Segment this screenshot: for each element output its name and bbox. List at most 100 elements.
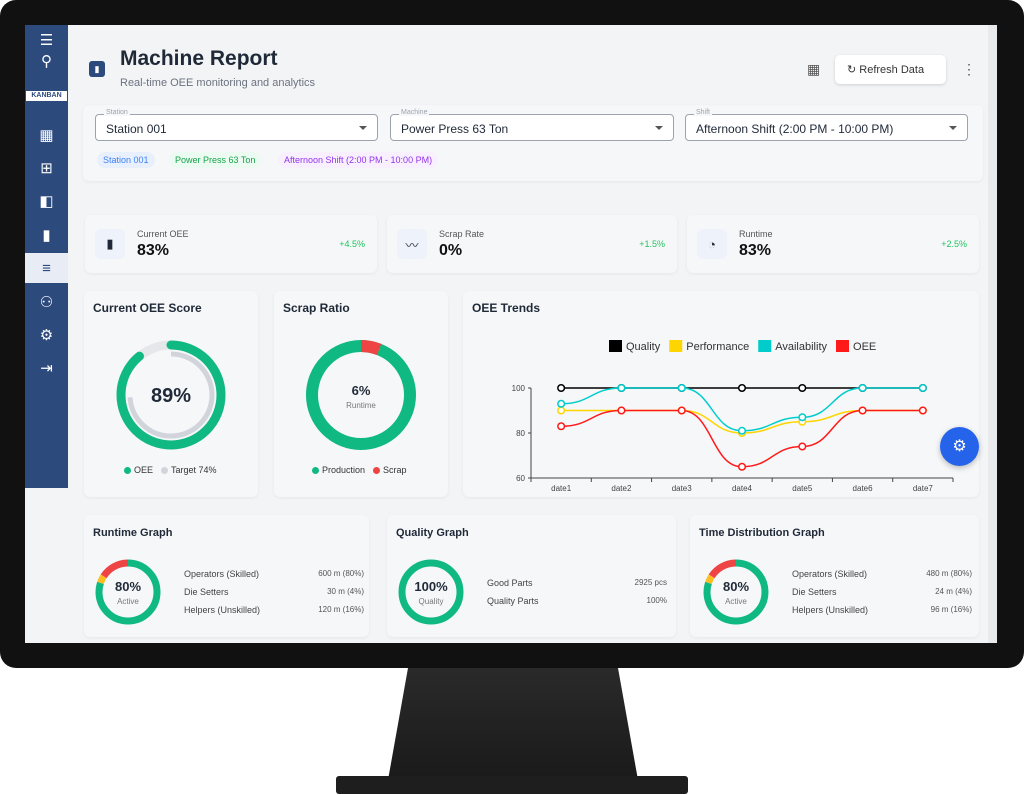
chevron-down-icon <box>949 126 957 134</box>
oee-legend: OEE Target 74% <box>124 465 217 475</box>
gear-icon: ⚙ <box>952 438 967 455</box>
x-tick-label: date6 <box>853 484 874 493</box>
data-point-quality[interactable] <box>557 383 566 393</box>
data-point-availability[interactable] <box>918 383 927 393</box>
x-tick-label: date2 <box>611 484 632 493</box>
legend-swatch <box>758 340 772 352</box>
shift-label: Shift <box>694 109 713 116</box>
scrap-value: 6% <box>351 383 371 398</box>
station-select[interactable]: Station Station 001 <box>95 109 378 141</box>
gauge-target-arc <box>127 351 215 439</box>
oee-trends-card: OEE Trends 60 80 100 date1 date2 date3 date4 da… <box>463 291 979 497</box>
x-tick-label: date5 <box>792 484 813 493</box>
x-tick-label: date7 <box>913 484 934 493</box>
runtime-donut <box>95 559 161 625</box>
sidebar: ☰ ⚲ KANBAN ▦ ⊞ ◧ ▮ ≡ ⚇ ⚙ ⇥ <box>25 25 68 488</box>
team-icon[interactable]: ⚇ <box>39 294 54 311</box>
kpi-label: Scrap Rate <box>439 229 485 239</box>
donut-segment <box>703 559 769 625</box>
donut-value: 80% <box>722 579 750 594</box>
trend-icon: 〰 <box>397 229 427 259</box>
settings-fab[interactable]: ⚙ <box>940 427 979 466</box>
page-subtitle: Real-time OEE monitoring and analytics <box>120 77 316 89</box>
more-options-icon[interactable]: ⋮ <box>962 61 976 77</box>
data-point-availability[interactable] <box>858 383 867 393</box>
y-tick-label: 60 <box>516 474 525 483</box>
legend-swatch <box>836 340 850 352</box>
scrap-arc <box>306 340 416 450</box>
donut-segment <box>95 559 161 625</box>
list-item: Die Setters 24 m (4%) <box>792 587 972 597</box>
machine-chip[interactable]: Power Press 63 Ton <box>169 152 262 168</box>
legend-scrap: Scrap <box>373 465 407 475</box>
legend-swatch <box>669 340 683 352</box>
data-point-performance[interactable] <box>557 406 566 415</box>
menu-icon[interactable]: ☰ <box>39 32 54 49</box>
series-line-availability <box>561 387 923 432</box>
chart-title: OEE Trends <box>472 301 541 315</box>
scrollbar[interactable] <box>988 25 997 643</box>
data-point-oee[interactable] <box>677 406 686 415</box>
oee-score-value: 89% <box>150 385 192 407</box>
data-point-oee[interactable] <box>798 442 807 451</box>
data-point-availability[interactable] <box>557 399 566 408</box>
legend-production: Production <box>312 465 365 475</box>
data-point-oee[interactable] <box>737 462 747 471</box>
data-point-quality[interactable] <box>737 383 747 393</box>
kpi-delta: +4.5% <box>339 239 365 249</box>
data-point-availability[interactable] <box>677 383 686 393</box>
scrap-donut <box>306 340 416 450</box>
monitor-stand <box>388 668 638 780</box>
list-item: Quality Parts 100% <box>487 596 667 606</box>
runtime-graph-card: Runtime Graph 80% Active Operators (Skil… <box>84 515 369 637</box>
settings-icon[interactable]: ⚙ <box>39 327 54 344</box>
card-title: Current OEE Score <box>93 301 202 315</box>
shift-select[interactable]: Shift Afternoon Shift (2:00 PM - 10:00 PM… <box>685 109 968 141</box>
station-chip[interactable]: Station 001 <box>97 152 155 168</box>
legend-label[interactable]: OEE <box>853 341 876 353</box>
machine-select[interactable]: Machine Power Press 63 Ton <box>390 109 674 141</box>
search-icon[interactable]: ⚲ <box>41 53 52 70</box>
brand-logo: KANBAN <box>26 91 67 101</box>
kpi-card-oee: ▮ Current OEE 83% +4.5% <box>85 215 377 273</box>
data-point-availability[interactable] <box>737 426 747 435</box>
chart-icon: ▮ <box>95 229 125 259</box>
machine-value: Power Press 63 Ton <box>401 122 509 136</box>
list-icon[interactable]: ≡ <box>25 253 68 283</box>
list-item: Operators (Skilled) 600 m (80%) <box>184 569 364 579</box>
list-item: Die Setters 30 m (4%) <box>184 587 364 597</box>
dashboard-icon[interactable]: ▦ <box>39 127 54 144</box>
data-point-oee[interactable] <box>918 406 927 415</box>
bar-chart-icon[interactable]: ▮ <box>42 227 51 244</box>
refresh-button[interactable]: ↻ Refresh Data <box>835 55 946 84</box>
chevron-down-icon <box>359 126 367 134</box>
calendar-icon[interactable]: ▦ <box>807 61 821 77</box>
kpi-delta: +1.5% <box>639 239 665 249</box>
shift-chip[interactable]: Afternoon Shift (2:00 PM - 10:00 PM) <box>278 152 439 168</box>
station-value: Station 001 <box>106 122 167 136</box>
quality-graph-card: Quality Graph 100% Quality Good Parts 292… <box>387 515 676 637</box>
layout-icon[interactable]: ◧ <box>39 193 54 210</box>
scrap-ratio-card: Scrap Ratio 6% Runtime Production Scrap <box>274 291 448 497</box>
data-point-oee[interactable] <box>617 406 626 415</box>
data-point-quality[interactable] <box>798 383 807 393</box>
shift-value: Afternoon Shift (2:00 PM - 10:00 PM) <box>696 122 894 136</box>
oee-trends-chart: 60 80 100 date1 date2 date3 date4 date5 date6 dat… <box>512 340 954 493</box>
legend-label[interactable]: Availability <box>775 341 827 353</box>
data-point-oee[interactable] <box>858 406 867 415</box>
y-tick-label: 80 <box>516 429 525 438</box>
kpi-value: 83% <box>739 242 772 259</box>
legend-label[interactable]: Performance <box>686 341 749 353</box>
data-point-oee[interactable] <box>557 422 566 431</box>
card-title: Time Distribution Graph <box>699 527 825 539</box>
data-point-availability[interactable] <box>798 413 807 422</box>
oee-gauge <box>116 340 226 450</box>
grid-icon[interactable]: ⊞ <box>40 160 53 177</box>
logout-icon[interactable]: ⇥ <box>40 360 53 377</box>
donut-sub: Active <box>725 597 747 606</box>
data-point-availability[interactable] <box>617 383 626 393</box>
kpi-card-scrap: 〰 Scrap Rate 0% +1.5% <box>387 215 677 273</box>
legend-label[interactable]: Quality <box>626 341 661 353</box>
series-line-oee <box>561 409 923 468</box>
kpi-card-runtime: ◔ Runtime 83% +2.5% <box>687 215 979 273</box>
